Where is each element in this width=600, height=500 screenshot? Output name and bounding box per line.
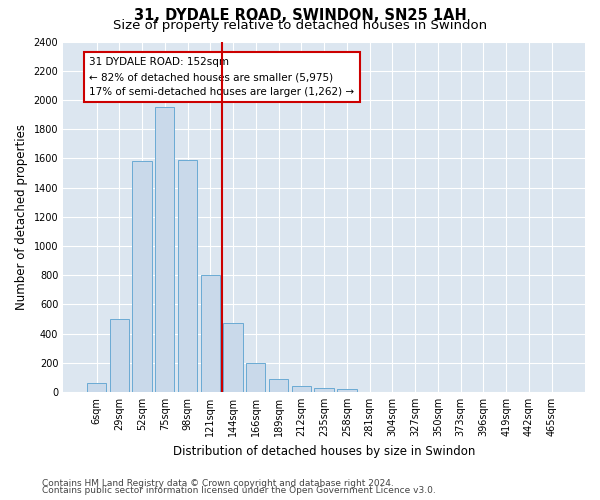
Bar [314, 388, 334, 392]
Bar [246, 364, 265, 392]
Bar [133, 161, 152, 392]
Bar [110, 319, 129, 392]
Text: 31 DYDALE ROAD: 152sqm
← 82% of detached houses are smaller (5,975)
17% of semi-: 31 DYDALE ROAD: 152sqm ← 82% of detached… [89, 58, 355, 97]
Bar [337, 389, 356, 392]
Bar [87, 383, 106, 392]
Bar [292, 386, 311, 392]
Text: Size of property relative to detached houses in Swindon: Size of property relative to detached ho… [113, 19, 487, 32]
Bar [223, 324, 243, 392]
X-axis label: Distribution of detached houses by size in Swindon: Distribution of detached houses by size … [173, 444, 475, 458]
Bar [200, 275, 220, 392]
Text: Contains public sector information licensed under the Open Government Licence v3: Contains public sector information licen… [42, 486, 436, 495]
Text: Contains HM Land Registry data © Crown copyright and database right 2024.: Contains HM Land Registry data © Crown c… [42, 478, 394, 488]
Text: 31, DYDALE ROAD, SWINDON, SN25 1AH: 31, DYDALE ROAD, SWINDON, SN25 1AH [134, 8, 466, 22]
Bar [155, 107, 175, 392]
Bar [178, 160, 197, 392]
Bar [269, 379, 288, 392]
Y-axis label: Number of detached properties: Number of detached properties [15, 124, 28, 310]
